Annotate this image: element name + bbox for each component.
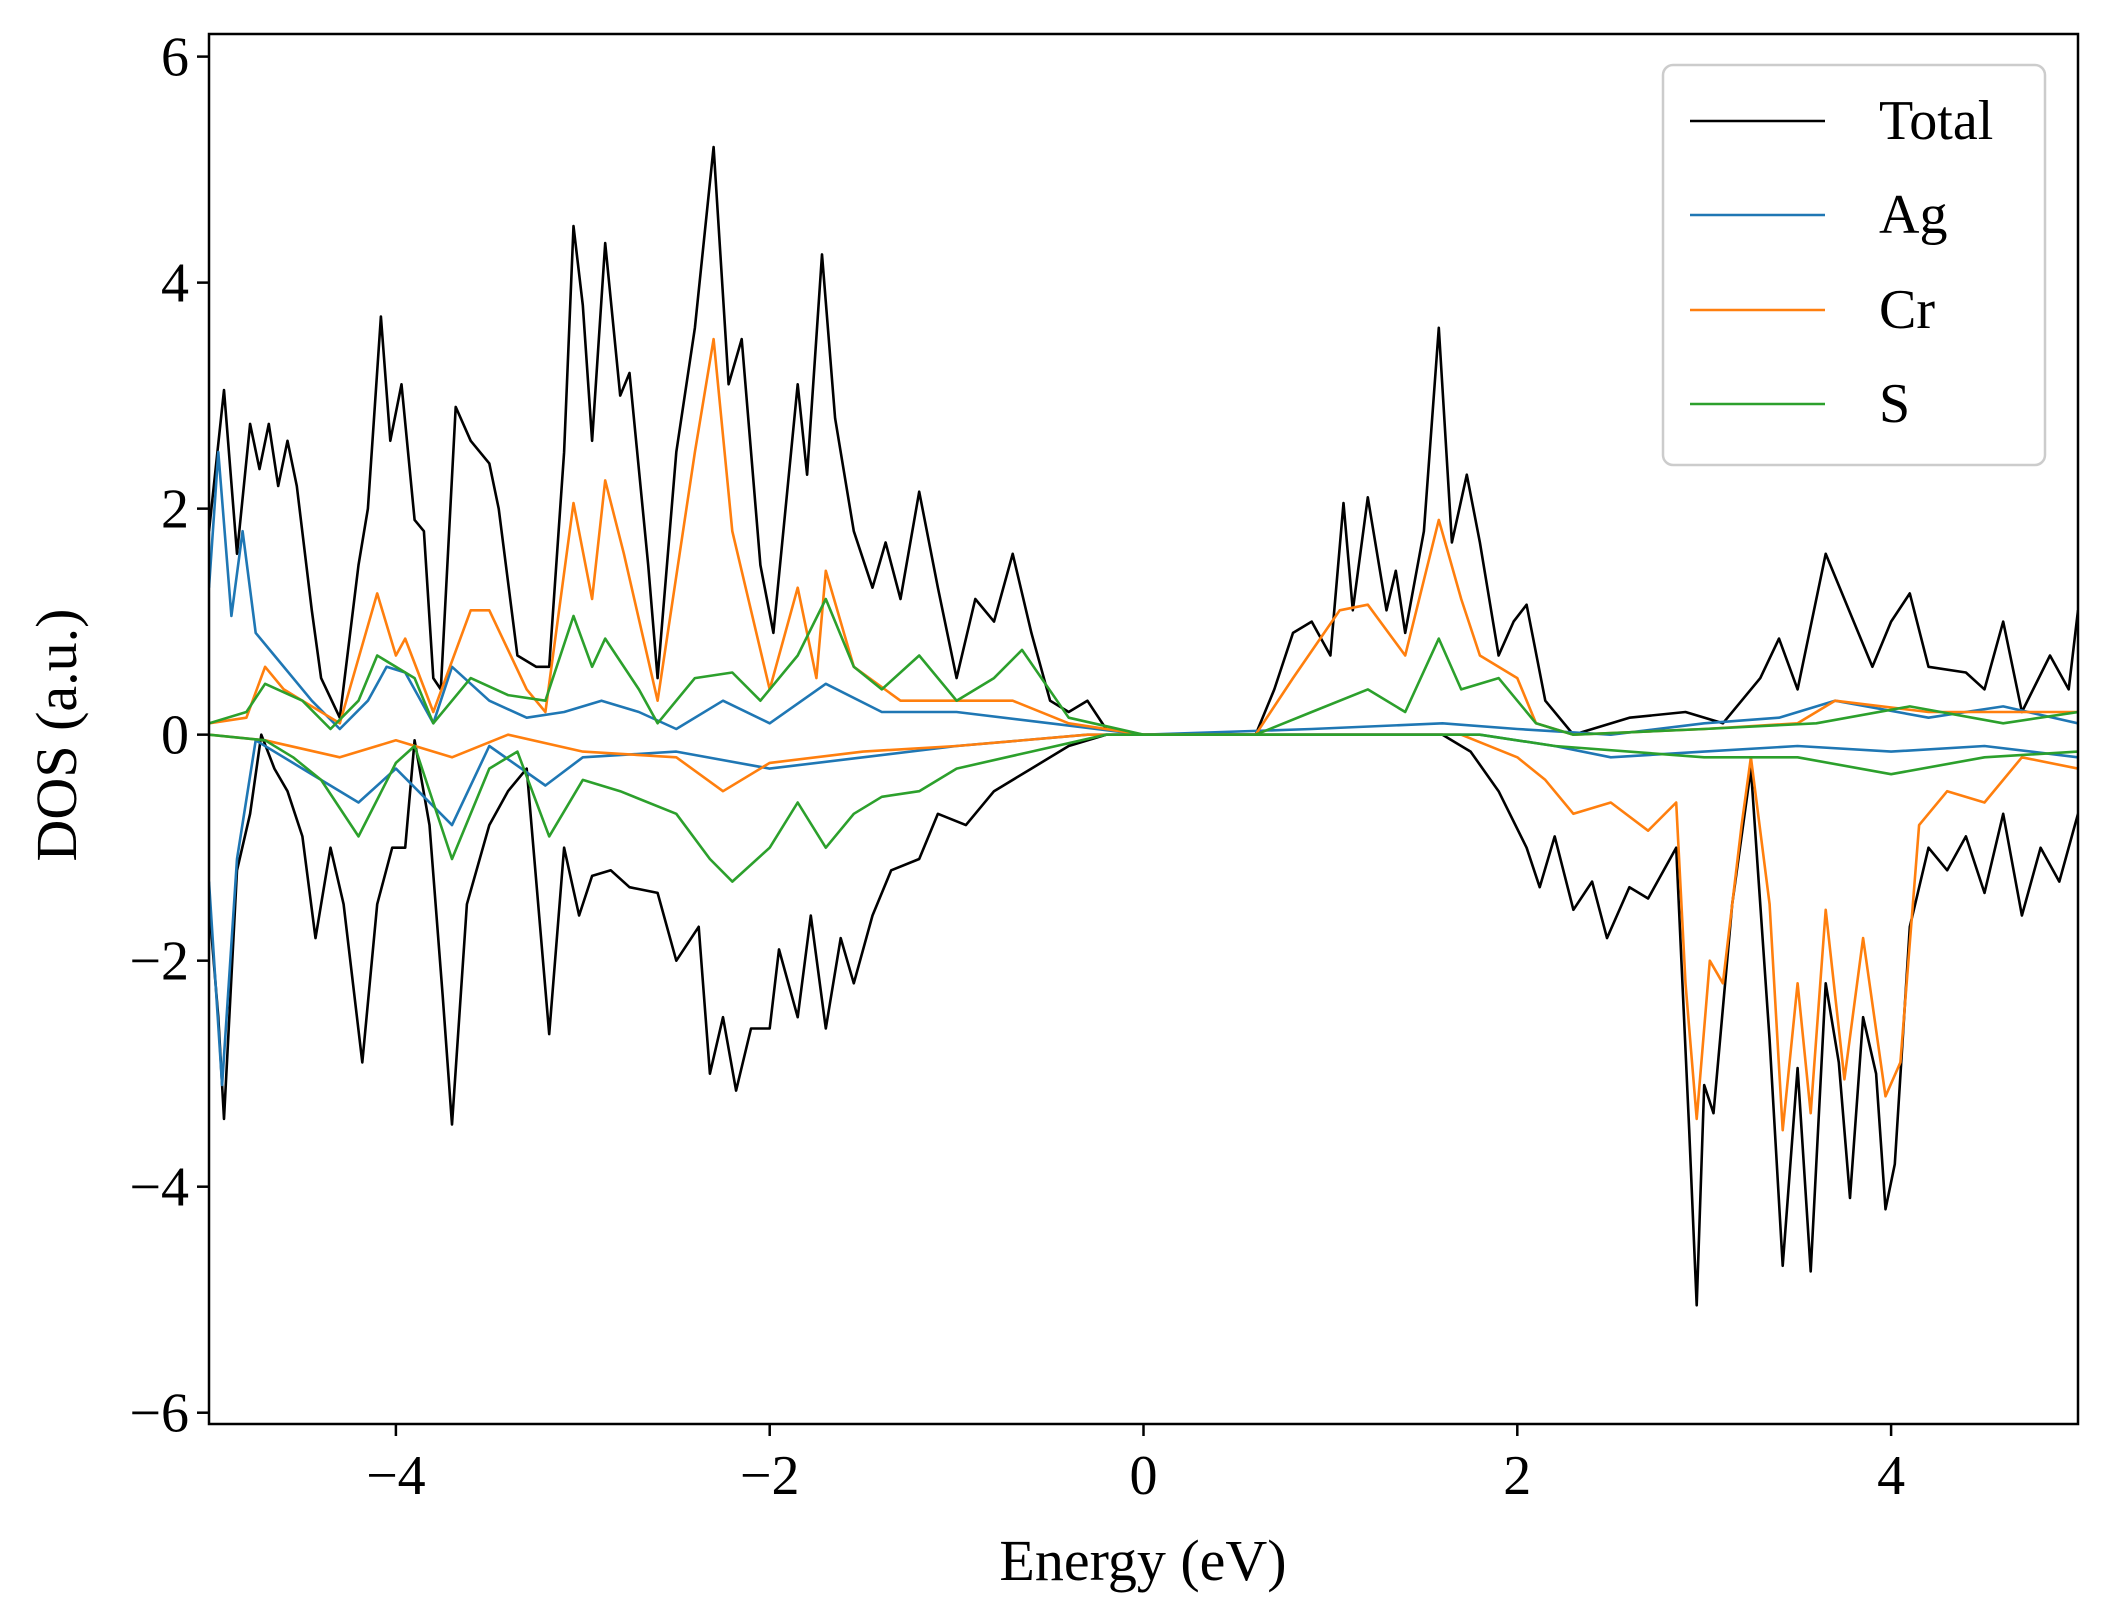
series-cr-spin-down	[209, 733, 2078, 1132]
series-s-spin-down	[209, 733, 2078, 883]
legend-label-cr: Cr	[1879, 279, 1935, 341]
y-tick-label: 0	[161, 705, 189, 767]
y-tick-label: 2	[161, 479, 189, 541]
y-tick-label: 6	[161, 27, 189, 89]
series-layer	[209, 145, 2078, 1307]
series-total-spin-down	[209, 733, 2078, 1307]
y-tick-label: −2	[129, 931, 189, 993]
y-axis: −6 −4 −2 0 2 4 6	[129, 27, 209, 1445]
series-s-spin-up	[209, 597, 2078, 737]
legend-label-total: Total	[1879, 90, 1993, 152]
legend-box	[1661, 63, 2047, 467]
legend-label-ag: Ag	[1879, 184, 1947, 246]
x-tick-label: 0	[1130, 1445, 1158, 1507]
x-axis-label: Energy (eV)	[999, 1528, 1286, 1593]
y-axis-label: DOS (a.u.)	[24, 609, 89, 862]
legend: Total Ag Cr S	[1661, 63, 2047, 467]
x-tick-label: 4	[1877, 1445, 1905, 1507]
series-ag-spin-up	[209, 450, 2078, 737]
x-tick-label: −2	[740, 1445, 800, 1507]
y-tick-label: −6	[129, 1383, 189, 1445]
series-cr-spin-up	[209, 337, 2078, 737]
x-tick-label: −4	[366, 1445, 426, 1507]
x-tick-label: 2	[1503, 1445, 1531, 1507]
legend-label-s: S	[1879, 373, 1910, 435]
series-ag-spin-down	[209, 733, 2078, 1087]
series-total-spin-up	[209, 145, 2078, 737]
x-axis: −4 −2 0 2 4	[366, 1424, 1905, 1507]
y-tick-label: 4	[161, 253, 189, 315]
y-tick-label: −4	[129, 1157, 189, 1219]
